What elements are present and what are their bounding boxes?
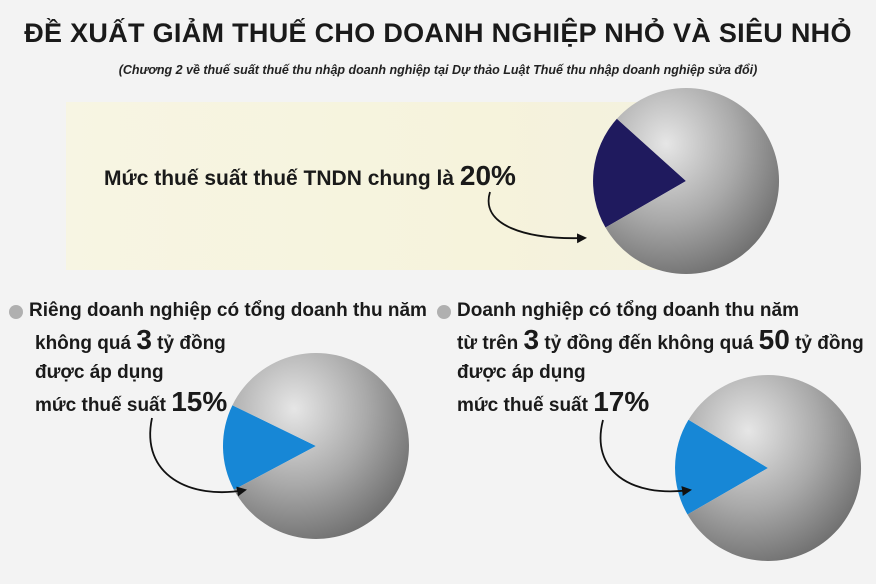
right-line-3: được áp dụng [457, 362, 586, 383]
pie-slice-highlight [593, 118, 686, 228]
right-line-2: từ trên 3 tỷ đồng đến không quá 50 tỷ đồ… [457, 324, 864, 355]
page-subtitle: (Chương 2 về thuế suất thuế thu nhập doa… [118, 63, 758, 77]
left-rate-value: 15% [171, 386, 228, 417]
highlight-band [66, 102, 666, 270]
left-text-block: Riêng doanh nghiệp có tổng doanh thu năm… [29, 296, 427, 420]
pie-slice-highlight [675, 419, 768, 515]
right-line-4: mức thuế suất 17% [457, 386, 650, 417]
right-line-1: Doanh nghiệp có tổng doanh thu năm [457, 300, 799, 321]
medium-rate-pie [675, 374, 862, 561]
right-rate-value: 17% [593, 386, 650, 417]
left-line-1: Riêng doanh nghiệp có tổng doanh thu năm [29, 300, 427, 321]
pie-slice-highlight [222, 405, 316, 490]
left-line-4: mức thuế suất 15% [35, 386, 228, 417]
right-text-block: Doanh nghiệp có tổng doanh thu năm từ tr… [457, 296, 864, 420]
pie-slice-rest [687, 374, 862, 561]
left-line-2: không quá 3 tỷ đồng [35, 324, 226, 355]
left-bullet-icon [9, 305, 23, 319]
pie-slice-rest [605, 87, 780, 274]
small-rate-pie [222, 352, 409, 539]
general-rate-pie [593, 87, 780, 274]
general-rate-text: Mức thuế suất thuế TNDN chung là [104, 167, 460, 190]
left-line-3: được áp dụng [35, 362, 164, 383]
general-rate-value: 20% [459, 160, 516, 191]
general-rate-label: Mức thuế suất thuế TNDN chung là 20% [104, 160, 516, 192]
pie-slice-rest [232, 352, 409, 539]
page-title: ĐỀ XUẤT GIẢM THUẾ CHO DOANH NGHIỆP NHỎ V… [24, 18, 852, 48]
right-bullet-icon [437, 305, 451, 319]
